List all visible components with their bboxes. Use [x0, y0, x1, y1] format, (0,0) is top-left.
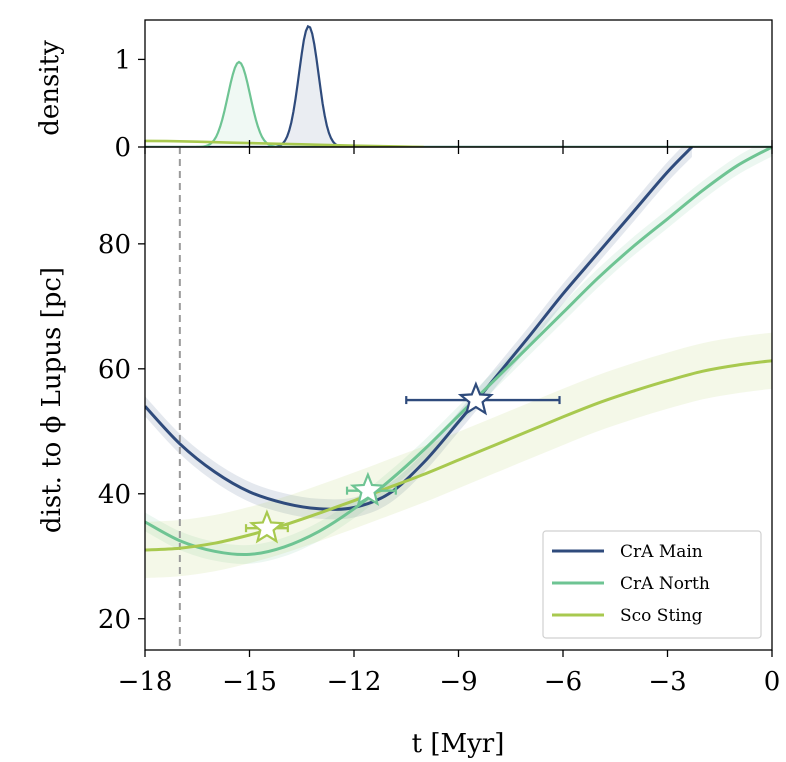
y-tick-label: 60 [98, 355, 131, 385]
y-tick-label: 40 [98, 480, 131, 510]
legend: CrA Main CrA North Sco Sting [542, 530, 762, 639]
density-panel: 01 density [35, 19, 773, 163]
x-tick-label: −9 [439, 667, 477, 697]
density-fills [145, 26, 772, 147]
distance-curves [145, 147, 772, 557]
x-tick-label: 0 [764, 667, 781, 697]
x-tick-label: −12 [327, 667, 382, 697]
y-tick-label: 80 [98, 230, 131, 260]
x-axis-label: t [Myr] [412, 729, 505, 759]
star-markers [244, 381, 561, 544]
sco-sting-line [145, 359, 772, 552]
x-tick-label: −15 [222, 667, 277, 697]
density-y-tick-label: 1 [114, 45, 131, 75]
sco-sting-band [145, 332, 772, 579]
cra-north-density-fill [145, 62, 772, 147]
cra-main-star-marker [457, 381, 494, 416]
y-axis-label: dist. to ϕ Lupus [pc] [37, 267, 67, 533]
legend-label-cra-main: CrA Main [620, 542, 703, 562]
uncertainty-bands [145, 147, 772, 579]
x-tick-label: −18 [118, 667, 173, 697]
y-tick-label: 20 [98, 605, 131, 635]
distance-panel: −18 −15 −12 −9 −6 −3 0 20 40 60 80 t [Myr] dist. … [37, 140, 781, 759]
legend-label-cra-north: CrA North [620, 574, 710, 594]
y-ticks: 20 40 60 80 [98, 230, 145, 635]
legend-label-sco-sting: Sco Sting [620, 606, 703, 626]
cra-north-band [145, 147, 772, 564]
density-y-ticks: 01 [114, 45, 145, 163]
cra-north-density-curve [145, 60, 772, 147]
legend-box [542, 530, 762, 639]
sco-sting-density-curve [145, 139, 424, 147]
cra-north-line [145, 147, 772, 557]
density-y-axis-label: density [35, 40, 65, 136]
density-curves [145, 24, 772, 147]
x-tick-label: −3 [648, 667, 686, 697]
x-ticks: −18 −15 −12 −9 −6 −3 0 [118, 140, 781, 697]
cra-north-star-marker [349, 471, 387, 507]
sco-sting-star-marker [248, 509, 285, 544]
cra-main-line [145, 147, 693, 511]
x-tick-label: −6 [544, 667, 582, 697]
density-y-tick-label: 0 [114, 133, 131, 163]
